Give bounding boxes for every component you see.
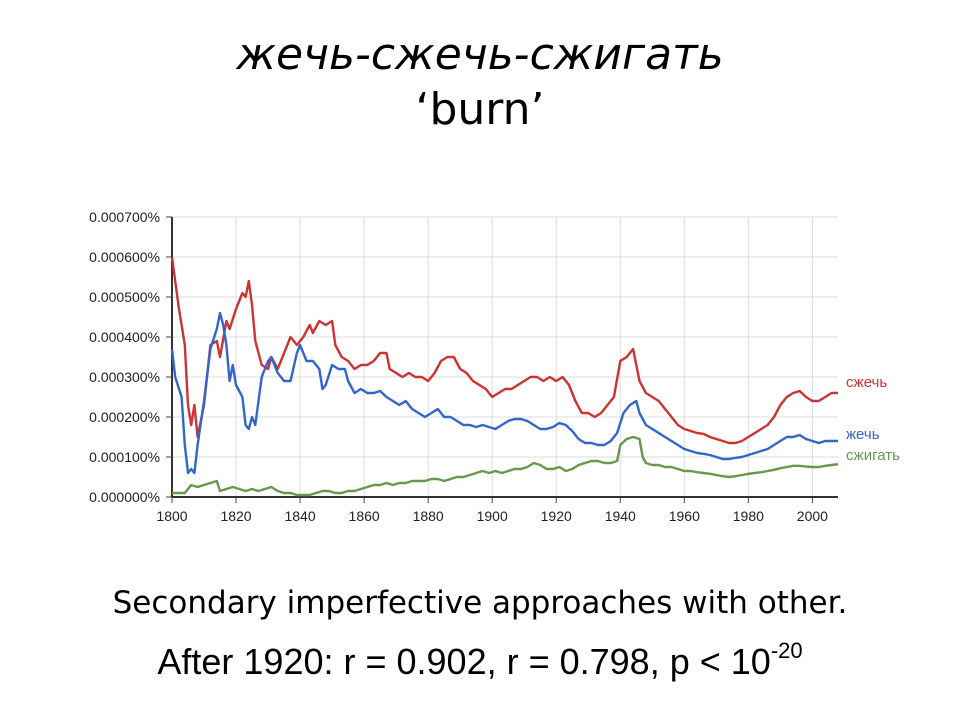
x-tick-label: 1800 (156, 508, 187, 524)
y-tick-label: 0.000500% (89, 289, 160, 305)
caption-line-2: After 1920: r = 0.902, r = 0.798, p < 10… (0, 638, 960, 683)
x-tick-label: 1820 (220, 508, 251, 524)
x-tick-label: 1860 (349, 508, 380, 524)
slide-title: жечь-сжечь-сжигать ‘burn’ (0, 29, 960, 135)
y-tick-label: 0.000200% (89, 409, 160, 425)
caption-line-1: Secondary imperfective approaches with o… (112, 585, 848, 621)
x-tick-label: 1880 (413, 508, 444, 524)
x-tick-label: 1960 (669, 508, 700, 524)
legend-label: жечь (846, 426, 880, 443)
y-tick-label: 0.000300% (89, 369, 160, 385)
y-tick-label: 0.000600% (89, 249, 160, 265)
caption-exponent: -20 (770, 638, 803, 663)
y-tick-label: 0.000400% (89, 329, 160, 345)
ngram-chart: 0.000000% 0.000100% 0.000200% 0.000300% 0.00… (89, 209, 900, 524)
series-line-жечь (170, 311, 838, 475)
title-gloss: ‘burn’ (415, 83, 545, 135)
y-tick-label: 0.000000% (89, 489, 160, 505)
y-tick-label: 0.000700% (89, 209, 160, 225)
x-tick-label: 1900 (477, 508, 508, 524)
legend-label: сжечь (846, 374, 887, 391)
legend-label: сжигать (846, 447, 900, 464)
x-tick-label: 1920 (541, 508, 572, 524)
title-words: жечь-сжечь-сжигать (236, 29, 724, 80)
x-tick-label: 1980 (733, 508, 764, 524)
x-tick-label: 2000 (797, 508, 828, 524)
x-tick-label: 1940 (605, 508, 636, 524)
series-line-сжечь (170, 256, 838, 445)
series-line-сжигать (172, 435, 839, 497)
caption-stat-text: After 1920: r = 0.902, r = 0.798, p < 10 (157, 641, 771, 682)
y-tick-label: 0.000100% (89, 449, 160, 465)
x-tick-label: 1840 (284, 508, 315, 524)
